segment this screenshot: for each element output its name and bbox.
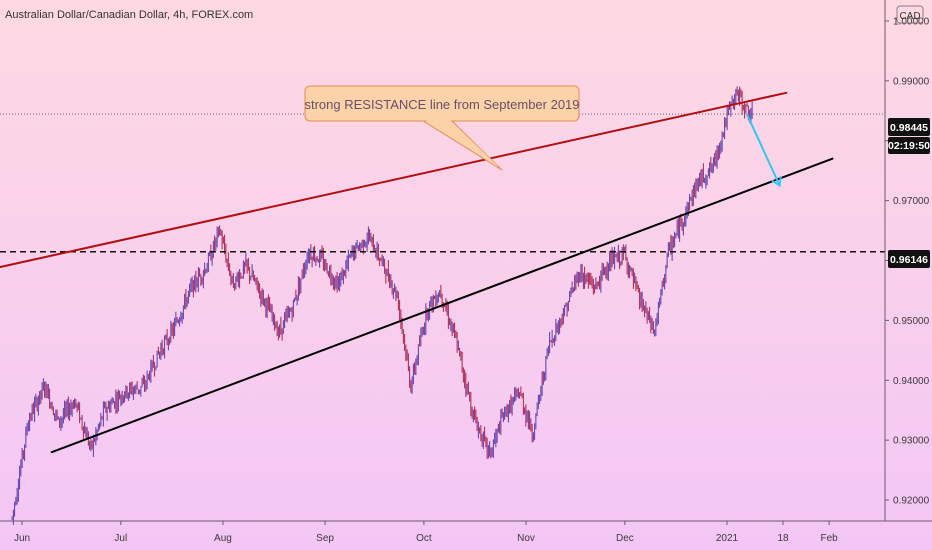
time-tick-label: 18 <box>777 533 789 544</box>
time-tick-label: Sep <box>316 533 334 544</box>
time-tick-label: 2021 <box>716 533 739 544</box>
price-tick-label: 1.00000 <box>893 16 930 27</box>
symbol-title: Australian Dollar/Canadian Dollar, 4h, F… <box>5 9 253 21</box>
price-tick-label: 0.99000 <box>893 76 930 87</box>
price-tick-label: 0.95000 <box>893 316 930 327</box>
time-tick-label: Jul <box>114 533 127 544</box>
callout-pointer-join <box>422 118 499 167</box>
trend-lines <box>0 91 885 454</box>
level-price-badge: 0.96146 <box>888 250 930 268</box>
resistance-callout[interactable]: strong RESISTANCE line from September 20… <box>304 85 580 171</box>
resistance-trend-line[interactable] <box>0 91 788 270</box>
bar-countdown: 02:19:50 <box>888 140 930 152</box>
projection-arrow[interactable] <box>745 113 782 188</box>
time-axis[interactable]: Jun Jul Aug Sep Oct Nov Dec 2021 18 Feb <box>14 521 838 544</box>
price-tick-label: 0.97000 <box>893 196 930 207</box>
currency-label: CAD <box>899 11 920 22</box>
candles <box>11 86 753 525</box>
price-tick-label: 0.92000 <box>893 496 930 507</box>
time-tick-label: Oct <box>416 533 432 544</box>
callout-text: strong RESISTANCE line from September 20… <box>304 97 579 112</box>
time-tick-label: Feb <box>821 533 839 544</box>
level-price-value: 0.96146 <box>890 254 928 266</box>
time-tick-label: Dec <box>616 533 634 544</box>
time-tick-label: Nov <box>517 533 535 544</box>
support-trend-line[interactable] <box>50 157 834 454</box>
time-tick-label: Aug <box>214 533 232 544</box>
last-price-value: 0.98445 <box>890 122 928 134</box>
price-tick-label: 0.94000 <box>893 376 930 387</box>
last-price-badge: 0.98445 02:19:50 <box>888 118 930 154</box>
time-tick-label: Jun <box>14 533 30 544</box>
currency-button[interactable]: CAD <box>896 5 924 24</box>
price-tick-label: 0.93000 <box>893 436 930 447</box>
